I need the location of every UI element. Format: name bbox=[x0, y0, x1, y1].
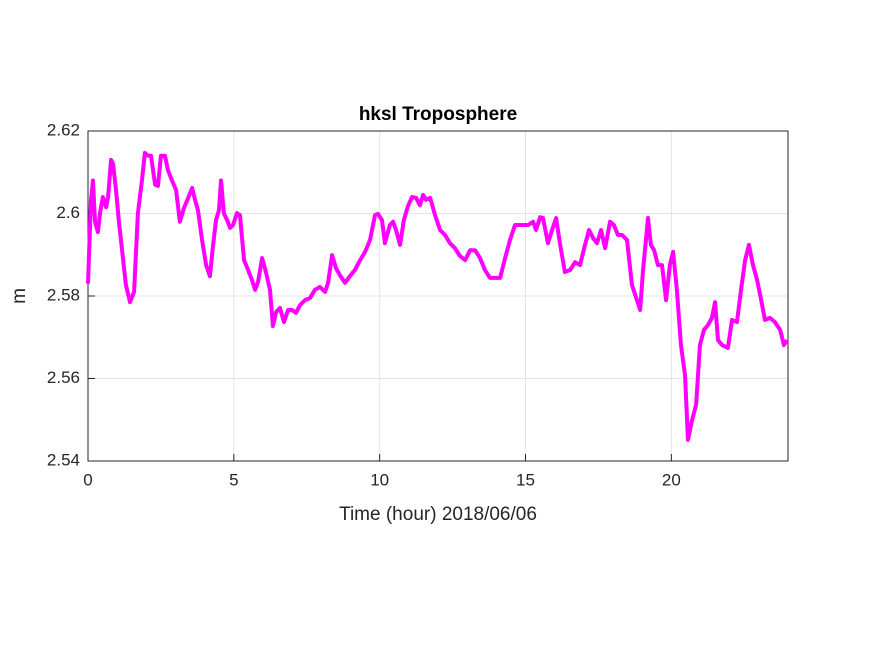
x-tick-label: 0 bbox=[83, 470, 92, 489]
y-tick-label: 2.6 bbox=[56, 203, 80, 222]
y-tick-label: 2.54 bbox=[47, 450, 80, 469]
x-tick-label: 20 bbox=[662, 470, 681, 489]
plot-frame bbox=[87, 130, 789, 462]
x-tick-label: 10 bbox=[370, 470, 389, 489]
chart-title: hksl Troposphere bbox=[359, 104, 517, 125]
y-axis-label: m bbox=[9, 288, 30, 304]
y-tick-label: 2.62 bbox=[47, 120, 80, 139]
x-tick-label: 5 bbox=[229, 470, 238, 489]
y-tick-label: 2.56 bbox=[47, 368, 80, 387]
data-line bbox=[86, 150, 789, 442]
x-tick-label: 15 bbox=[516, 470, 535, 489]
y-tick-label: 2.58 bbox=[47, 285, 80, 304]
x-axis-label: Time (hour) 2018/06/06 bbox=[339, 504, 537, 525]
